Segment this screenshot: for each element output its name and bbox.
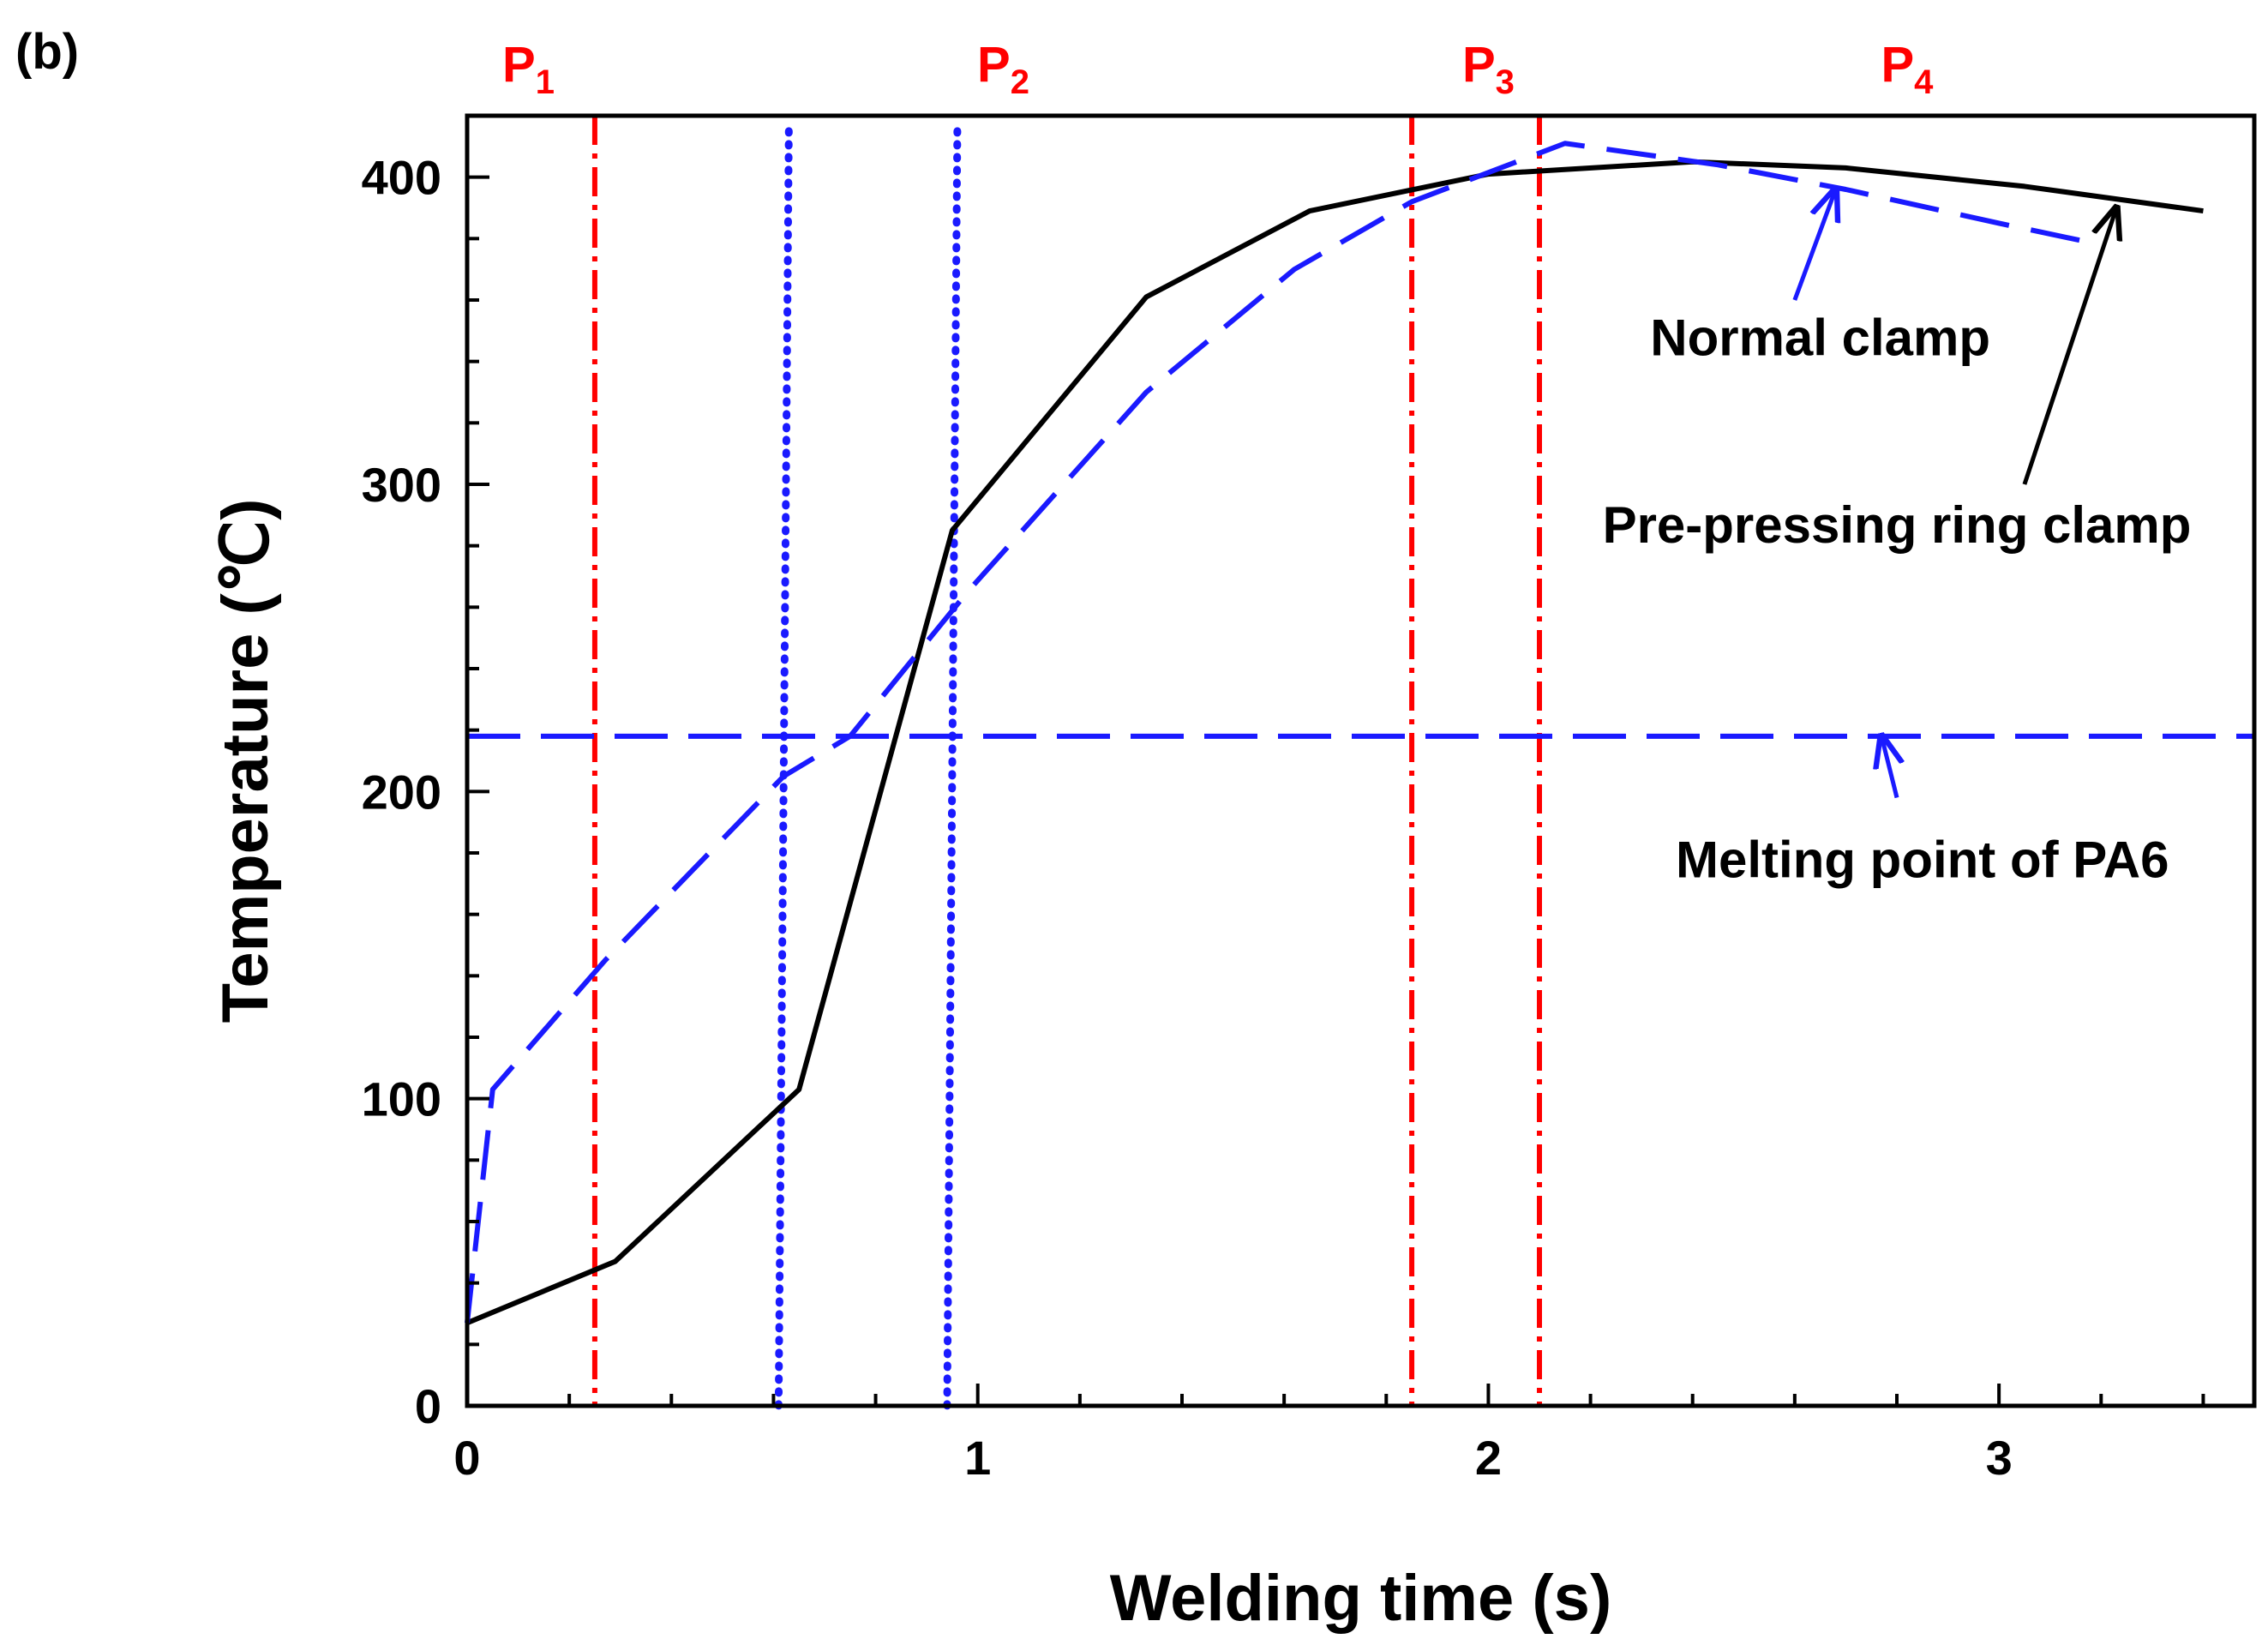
phase-label-subscript: 1 [536, 63, 555, 101]
plot-frame [465, 113, 2257, 1408]
phase-label-main: P [1462, 37, 1496, 93]
x-tick-label: 1 [964, 1431, 991, 1485]
x-tick-label: 3 [1986, 1431, 2013, 1485]
axis-ticks [465, 114, 2205, 1408]
panel-label: (b) [15, 24, 79, 80]
annotation-label: Normal clamp [1650, 309, 1990, 367]
phase-lines [591, 116, 1542, 1406]
phase-label-main: P [977, 37, 1011, 93]
annotation-arrow [2022, 208, 2116, 485]
phase-label: P2 [977, 37, 1029, 101]
y-tick-label: 100 [362, 1072, 441, 1126]
phase-label: P1 [502, 37, 555, 101]
phase-label: P3 [1462, 37, 1515, 101]
annotation-arrow [1881, 736, 1897, 799]
dotted-vertical-line [774, 127, 793, 1410]
x-axis-title: Welding time (s) [1110, 1562, 1612, 1635]
phase-labels: P1 P2 P3 P4 [502, 37, 1934, 101]
phase-label-main: P [502, 37, 536, 93]
phase-label-subscript: 4 [1914, 63, 1934, 101]
phase-label-subscript: 3 [1496, 63, 1515, 101]
phase-label: P4 [1881, 37, 1934, 101]
y-tick-label: 0 [415, 1379, 441, 1433]
annotation-label: Pre-pressing ring clamp [1603, 496, 2192, 554]
x-tick-label: 0 [453, 1431, 480, 1485]
axis-tick-labels: 0 1 2 3 0 100 200 300 400 [362, 151, 2013, 1485]
x-tick-label: 2 [1475, 1431, 1502, 1485]
phase-label-main: P [1881, 37, 1914, 93]
y-axis-title: Temperature (℃) [209, 499, 282, 1024]
y-tick-label: 300 [362, 458, 441, 512]
dotted-lines [774, 127, 962, 1410]
y-tick-label: 200 [362, 765, 441, 819]
series-normal-clamp [465, 159, 2204, 1326]
phase-label-subscript: 2 [1011, 63, 1029, 101]
annotations: Normal clamp Pre-pressing ring clamp Melti… [1603, 189, 2192, 889]
dotted-vertical-line [943, 127, 962, 1410]
annotation-label: Melting point of PA6 [1676, 832, 2169, 889]
y-tick-label: 400 [362, 151, 441, 205]
annotation-arrow [1792, 189, 1836, 301]
